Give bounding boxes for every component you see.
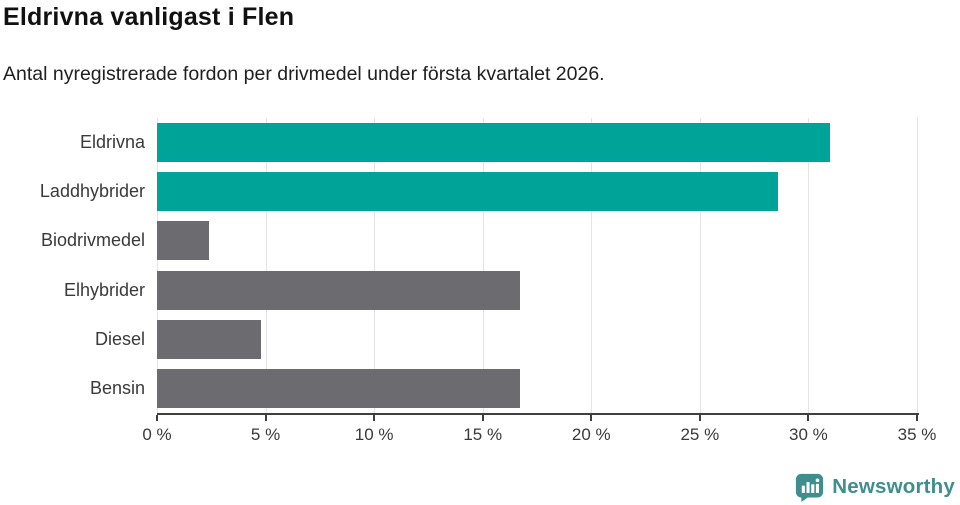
newsworthy-branding: Newsworthy: [795, 472, 955, 502]
bar-row-elhybrider: [157, 266, 918, 315]
gridline-20: [591, 118, 593, 413]
x-axis-tick-label-10: 10 %: [354, 425, 394, 444]
x-axis-tick-25: [698, 415, 701, 421]
gridline-5: [265, 118, 267, 413]
newsworthy-label: Newsworthy: [832, 475, 955, 498]
category-label-biodrivmedel: Biodrivmedel: [40, 230, 145, 251]
chart-subtitle: Antal nyregistrerade fordon per drivmede…: [3, 63, 605, 85]
category-label-diesel: Diesel: [94, 328, 145, 349]
x-axis-tick-5: [264, 415, 267, 421]
gridline-25: [699, 118, 701, 413]
bar-row-eldrivna: [157, 118, 918, 167]
x-axis-tick-20: [590, 415, 593, 421]
gridline-0: [157, 118, 158, 413]
plot-area: [157, 118, 918, 413]
x-axis-tick-label-5: 5 %: [250, 425, 281, 444]
bar-chart: Eldrivna Laddhybrider Biodrivmedel Elhybrid…: [0, 118, 960, 444]
x-axis-tick-label-30: 30 %: [789, 425, 828, 444]
bar-row-diesel: [157, 315, 918, 364]
x-axis-tick-label-15: 15 %: [463, 425, 503, 444]
gridline-15: [482, 118, 484, 413]
newsworthy-logo-icon: [796, 473, 824, 502]
category-label-laddhybrider: Laddhybrider: [39, 181, 145, 202]
bar-diesel: [157, 319, 262, 359]
bar-laddhybrider: [157, 172, 779, 212]
category-label-bensin: Bensin: [89, 377, 145, 398]
bar-biodrivmedel: [157, 221, 210, 261]
x-axis-tick-30: [807, 415, 810, 421]
gridline-35: [917, 118, 918, 413]
gridline-30: [808, 118, 810, 413]
gridline-10: [374, 118, 376, 413]
bar-row-biodrivmedel: [157, 216, 918, 265]
bar-row-bensin: [157, 364, 918, 413]
x-axis-tick-15: [481, 415, 484, 421]
category-label-eldrivna: Eldrivna: [79, 132, 145, 153]
x-axis-tick-35: [916, 415, 918, 421]
bar-eldrivna: [157, 123, 831, 163]
x-axis-tick-0: [156, 415, 158, 421]
x-axis-tick-label-0: 0 %: [142, 425, 172, 444]
x-axis-tick-label-25: 25 %: [680, 425, 720, 444]
category-label-elhybrider: Elhybrider: [63, 279, 145, 300]
x-axis: 0 % 5 % 10 % 15 % 20 % 25 % 30 % 35 %: [142, 413, 936, 458]
bar-elhybrider: [157, 270, 520, 310]
bar-row-laddhybrider: [157, 167, 918, 216]
bar-bensin: [157, 368, 520, 408]
category-labels: Eldrivna Laddhybrider Biodrivmedel Elhybrid…: [0, 118, 145, 413]
x-axis-tick-label-35: 35 %: [897, 425, 937, 444]
x-axis-tick-10: [373, 415, 376, 421]
chart-title: Eldrivna vanligast i Flen: [3, 3, 295, 31]
x-axis-tick-label-20: 20 %: [571, 425, 611, 444]
